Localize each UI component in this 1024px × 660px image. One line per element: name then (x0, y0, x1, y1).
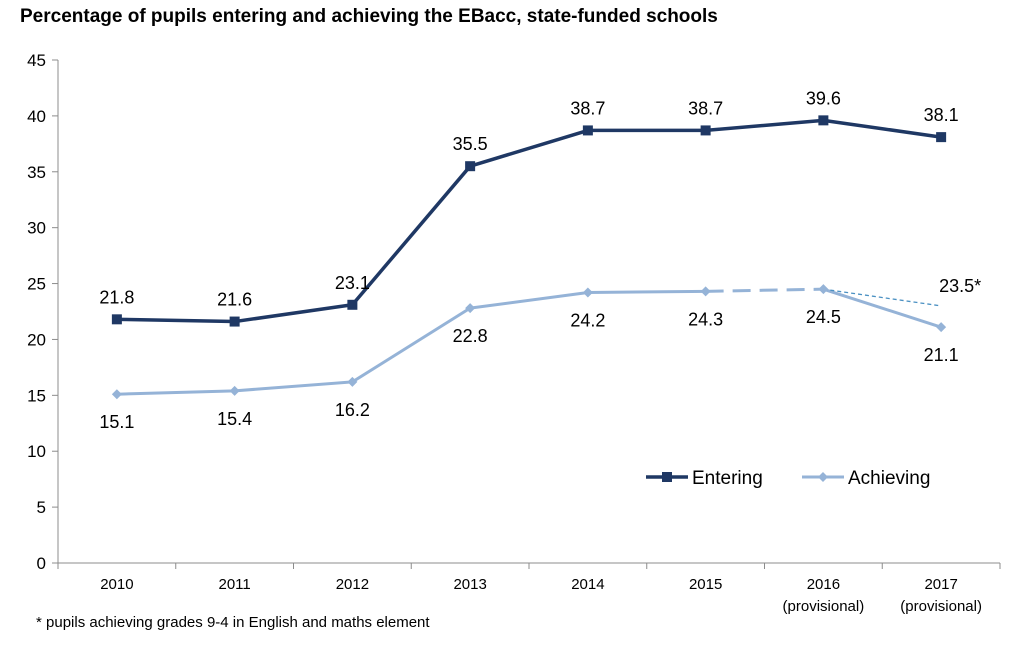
data-point-entering-2013 (465, 161, 476, 172)
y-tick-label: 35 (27, 163, 46, 182)
series-line-entering-segment (234, 303, 353, 324)
data-point-entering-2017 (936, 132, 947, 143)
series-line-entering-segment (705, 118, 824, 133)
data-point-entering-2014 (582, 125, 593, 136)
y-tick-label: 5 (37, 498, 46, 517)
axes: 0 5 10 15 20 25 30 35 40 45 2010 2011 2012 2013 2014 20… (27, 51, 1001, 615)
series-line-achieving-segment (116, 389, 235, 396)
data-point-entering-2016 (818, 115, 829, 126)
x-tick-label: 2011 (218, 576, 250, 593)
data-point-achieving-2011 (229, 385, 240, 396)
x-tick-sublabel: (provisional) (900, 598, 982, 615)
series-line-entering-segment (469, 128, 589, 168)
y-tick-label: 30 (27, 219, 46, 238)
legend-marker-entering (662, 472, 672, 482)
data-point-achieving-2014 (582, 287, 593, 298)
legend-label-achieving: Achieving (848, 468, 930, 489)
x-tick-label: 2017 (924, 576, 957, 593)
series-line-entering-segment (116, 317, 235, 324)
series-line-achieving-segment (351, 306, 471, 384)
data-label-achieving-2016: 24.5 (806, 307, 841, 327)
chart-title: Percentage of pupils entering and achiev… (20, 6, 718, 27)
data-label-entering-2015: 38.7 (688, 98, 723, 118)
annotation-label: 23.5* (939, 276, 981, 296)
data-label-achieving-2013: 22.8 (453, 326, 488, 346)
series-line-achieving-segment (234, 380, 353, 393)
data-point-entering-2011 (229, 316, 240, 327)
legend: Entering Achieving (646, 468, 930, 489)
data-label-achieving-2015: 24.3 (688, 309, 723, 329)
series-line-entering-segment (823, 118, 942, 139)
x-tick-label: 2010 (100, 576, 133, 593)
data-point-achieving-2015 (700, 286, 711, 297)
legend-label-entering: Entering (692, 468, 763, 489)
y-tick-label: 40 (27, 107, 46, 126)
y-tick-label: 0 (37, 554, 46, 573)
series-lines (116, 118, 942, 396)
data-label-achieving-2010: 15.1 (99, 412, 134, 432)
data-points (111, 115, 947, 400)
data-point-achieving-2016 (818, 284, 829, 295)
legend-marker-achieving (818, 472, 828, 482)
series-line-entering-segment (351, 165, 472, 306)
x-tick-label: 2015 (689, 576, 722, 593)
x-tick-label: 2013 (453, 576, 486, 593)
x-tick-label: 2016 (807, 576, 840, 593)
data-label-entering-2013: 35.5 (453, 134, 488, 154)
data-label-entering-2016: 39.6 (806, 88, 841, 108)
data-point-achieving-2012 (347, 376, 358, 387)
data-point-entering-2012 (347, 299, 358, 310)
series-line-achieving-segment (822, 287, 942, 329)
data-label-entering-2011: 21.6 (217, 290, 252, 310)
data-point-achieving-2017 (936, 322, 947, 333)
series-line-achieving-segment (469, 291, 589, 310)
data-label-entering-2017: 38.1 (924, 105, 959, 125)
data-labels: 21.8 21.6 23.1 35.5 38.7 38.7 39.6 38.1 15.1 15.4… (99, 88, 981, 432)
y-tick-label: 10 (27, 442, 46, 461)
data-point-achieving-2013 (465, 303, 476, 314)
data-point-entering-2015 (700, 125, 711, 136)
y-tick-label: 45 (27, 51, 46, 70)
x-tick-sublabel: (provisional) (783, 598, 865, 615)
x-tick-label: 2014 (571, 576, 604, 593)
footnote: * pupils achieving grades 9-4 in English… (36, 614, 430, 631)
series-line-achieving-segment (587, 289, 706, 294)
y-tick-label: 25 (27, 275, 46, 294)
y-tick-label: 15 (27, 386, 46, 405)
data-point-achieving-2010 (111, 389, 122, 400)
data-label-achieving-2011: 15.4 (217, 409, 252, 429)
data-label-achieving-2014: 24.2 (570, 310, 605, 330)
series-line-achieving-segment (705, 287, 824, 293)
annotation-dashed-line (823, 288, 942, 307)
data-label-entering-2010: 21.8 (99, 287, 134, 307)
data-label-entering-2014: 38.7 (570, 98, 605, 118)
data-label-achieving-2017: 21.1 (924, 345, 959, 365)
data-label-achieving-2012: 16.2 (335, 400, 370, 420)
x-tick-label: 2012 (336, 576, 369, 593)
data-label-entering-2012: 23.1 (335, 273, 370, 293)
data-point-entering-2010 (111, 314, 122, 325)
y-tick-label: 20 (27, 330, 46, 349)
